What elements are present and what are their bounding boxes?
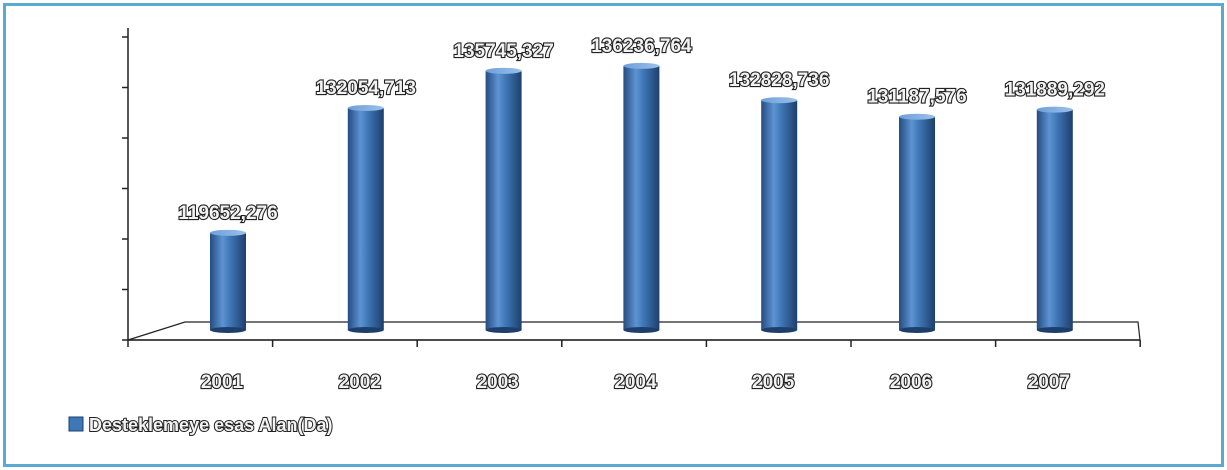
chart-frame: [3, 3, 1224, 467]
bar-base: [485, 327, 522, 333]
bar-body: [210, 232, 246, 330]
x-tick-label: 2001: [201, 372, 244, 393]
bar-2005: [761, 97, 798, 333]
legend-swatch: [68, 416, 84, 432]
bar-top: [623, 62, 660, 69]
x-tick-label: 2002: [339, 372, 381, 393]
x-tick-label: 2006: [890, 372, 932, 393]
bar-body: [1036, 109, 1073, 330]
bar-2004: [623, 62, 660, 333]
bar-body: [485, 70, 522, 330]
bars: [210, 62, 1073, 333]
bar-top: [761, 97, 798, 104]
data-label: 131187,576: [867, 87, 966, 108]
bar-top: [210, 229, 246, 236]
bar-base: [899, 327, 935, 333]
legend: Desteklemeye esas Alan(Da): [68, 414, 333, 436]
y-axis-ticks: [122, 36, 128, 341]
data-label: 119652,276: [178, 203, 277, 224]
bar-body: [761, 100, 798, 330]
bar-base: [761, 327, 798, 333]
bar-2002: [347, 104, 384, 333]
bar-body: [899, 116, 935, 331]
bar-2007: [1036, 106, 1073, 333]
bar-top: [899, 113, 935, 120]
x-tick-label: 2007: [1028, 372, 1070, 393]
x-tick-label: 2005: [752, 372, 795, 393]
data-labels: 119652,276 132054,713 135745,327 136236,764…: [177, 35, 1106, 225]
bar-base: [623, 327, 660, 333]
bar-2001: [210, 229, 246, 333]
bar-base: [1036, 327, 1073, 333]
bar-body: [347, 107, 384, 330]
data-label: 135745,327: [453, 41, 553, 62]
bar-2003: [485, 67, 522, 333]
x-tick-label: 2003: [476, 372, 518, 393]
data-label: 136236,764: [591, 36, 692, 57]
bar-base: [347, 327, 384, 333]
bar-top: [485, 67, 522, 74]
bar-top: [347, 104, 384, 111]
data-label: 131889,292: [1005, 80, 1105, 101]
bar-2006: [899, 113, 935, 333]
x-tick-labels: 2001 2002 2003 2004 2005 2006 2007: [200, 371, 1071, 394]
x-axis-ticks: [127, 340, 1141, 347]
data-label: 132828,736: [729, 70, 829, 91]
data-label: 132054,713: [316, 78, 416, 99]
x-tick-label: 2004: [614, 372, 657, 393]
bar-top: [1036, 106, 1073, 113]
bar-body: [623, 65, 660, 330]
legend-label: Desteklemeye esas Alan(Da): [89, 415, 332, 435]
bar-base: [210, 327, 246, 333]
